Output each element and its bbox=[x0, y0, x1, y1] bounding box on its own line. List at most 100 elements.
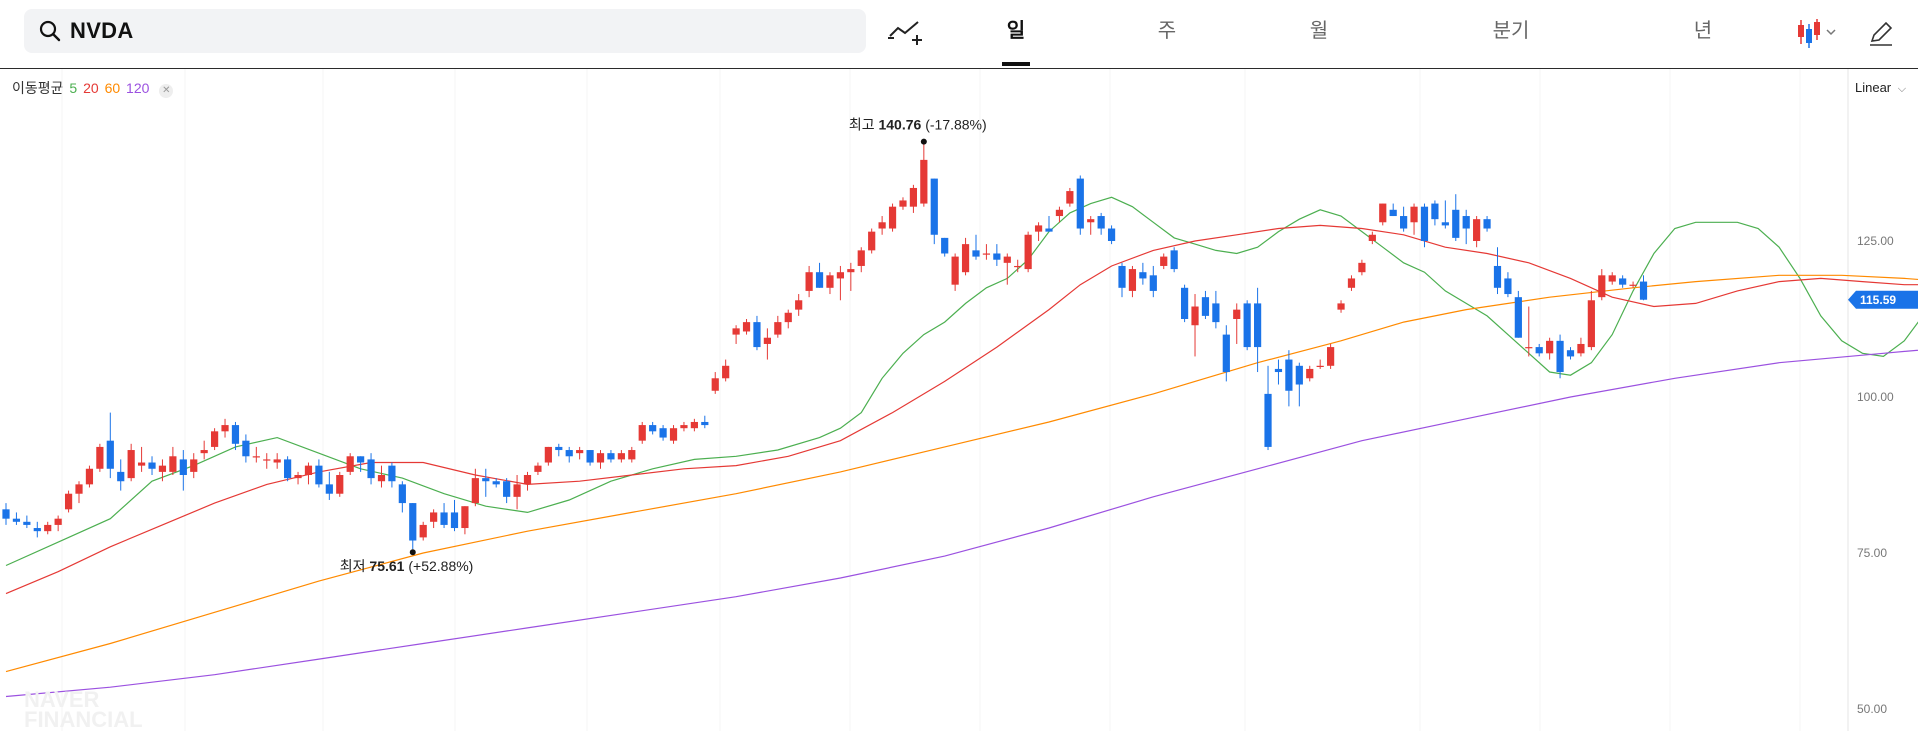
candle bbox=[200, 440, 208, 460]
candle bbox=[836, 265, 844, 301]
candle-body bbox=[1295, 365, 1303, 385]
candle-body bbox=[1566, 350, 1575, 357]
candle-body bbox=[1420, 206, 1429, 241]
candle-body bbox=[836, 272, 844, 279]
candle bbox=[190, 453, 198, 479]
candle-body bbox=[669, 428, 678, 441]
tab-weekly[interactable]: 주 bbox=[1157, 20, 1177, 42]
candle-body bbox=[1222, 334, 1230, 373]
candle-body bbox=[231, 425, 240, 444]
candle bbox=[826, 272, 834, 295]
candle bbox=[263, 453, 271, 469]
candle bbox=[1191, 294, 1199, 357]
chevron-down-icon: ⌵ bbox=[1897, 83, 1907, 95]
scale-select[interactable]: Linear ⌵ bbox=[1855, 80, 1906, 96]
candle bbox=[1619, 275, 1627, 288]
candle bbox=[1452, 194, 1460, 241]
candle-body bbox=[1097, 216, 1105, 229]
draw-trendline-icon[interactable] bbox=[888, 18, 922, 48]
candle bbox=[753, 315, 761, 351]
candle-body bbox=[1243, 303, 1251, 348]
candle bbox=[231, 421, 240, 451]
candle-body bbox=[1598, 275, 1606, 298]
candles bbox=[2, 142, 1648, 550]
candle bbox=[336, 471, 344, 497]
candle bbox=[638, 421, 646, 444]
current-price-label: 115.59 bbox=[1860, 293, 1896, 307]
candle bbox=[1337, 300, 1345, 313]
candlestick-type-icon[interactable] bbox=[1793, 16, 1841, 50]
candle-body bbox=[1473, 219, 1481, 241]
candle-body bbox=[659, 428, 667, 438]
candle bbox=[711, 372, 719, 394]
candle bbox=[148, 456, 156, 475]
candle bbox=[1379, 203, 1387, 226]
tab-quarterly[interactable]: 분기 bbox=[1492, 20, 1530, 42]
candle bbox=[1577, 337, 1585, 357]
tab-daily[interactable]: 일 bbox=[1006, 20, 1026, 42]
candle-body bbox=[75, 484, 83, 494]
candle bbox=[534, 462, 542, 475]
scale-label: Linear bbox=[1855, 80, 1892, 95]
candle bbox=[586, 450, 594, 466]
candle bbox=[1587, 290, 1595, 351]
candle bbox=[732, 325, 740, 344]
search-bar[interactable]: NVDA bbox=[24, 9, 866, 53]
candle-body bbox=[54, 518, 62, 525]
candle bbox=[440, 503, 448, 529]
candle bbox=[54, 515, 62, 532]
candle-body bbox=[878, 222, 886, 229]
candle bbox=[1546, 337, 1554, 360]
candle-body bbox=[1306, 368, 1314, 379]
candle-body bbox=[638, 425, 646, 441]
candle-body bbox=[242, 440, 250, 457]
candle-body bbox=[909, 187, 918, 207]
candle-body bbox=[993, 253, 1001, 260]
candle bbox=[1420, 203, 1429, 248]
candle bbox=[33, 521, 41, 538]
candle bbox=[85, 465, 94, 488]
tab-yearly[interactable]: 년 bbox=[1693, 20, 1713, 42]
candle bbox=[1024, 231, 1032, 273]
candle-body bbox=[137, 462, 146, 466]
candle bbox=[868, 228, 876, 254]
close-icon[interactable]: ✕ bbox=[159, 84, 174, 98]
candle bbox=[941, 237, 949, 257]
chevron-down-icon bbox=[1826, 29, 1836, 36]
search-icon bbox=[39, 20, 61, 42]
candle-body bbox=[1483, 219, 1491, 229]
candle-body bbox=[701, 421, 709, 426]
candle bbox=[169, 446, 177, 475]
candle bbox=[221, 418, 229, 438]
candle-body bbox=[273, 459, 281, 463]
candle bbox=[471, 468, 479, 507]
candle-body bbox=[179, 459, 187, 475]
candle-body bbox=[211, 431, 219, 447]
candle-body bbox=[1212, 303, 1220, 323]
candle bbox=[878, 216, 886, 235]
tab-monthly[interactable]: 월 bbox=[1309, 20, 1329, 42]
candle bbox=[972, 234, 980, 260]
candle bbox=[211, 428, 219, 451]
candle bbox=[1368, 231, 1376, 245]
candle-body bbox=[628, 450, 636, 460]
candle-body bbox=[888, 206, 897, 229]
candle-body bbox=[1254, 303, 1262, 348]
candle-body bbox=[315, 465, 323, 485]
high-marker bbox=[920, 138, 927, 145]
candle-body bbox=[1504, 278, 1512, 295]
candle-body bbox=[200, 450, 208, 454]
candle bbox=[1087, 216, 1095, 235]
candle bbox=[12, 512, 21, 525]
candle bbox=[649, 421, 657, 435]
ma-line-5 bbox=[5, 196, 1918, 567]
candle-body bbox=[419, 524, 427, 538]
candle bbox=[273, 453, 281, 469]
price-chart[interactable]: 최고 140.76 (-17.88%) 최저 75.61 (+52.88%) 12… bbox=[0, 69, 1918, 731]
candle-body bbox=[534, 465, 542, 472]
candle-body bbox=[1337, 303, 1345, 310]
search-input[interactable]: NVDA bbox=[70, 18, 134, 43]
candle-body bbox=[1045, 228, 1053, 232]
candle bbox=[1431, 200, 1439, 226]
pencil-icon[interactable] bbox=[1866, 18, 1896, 48]
